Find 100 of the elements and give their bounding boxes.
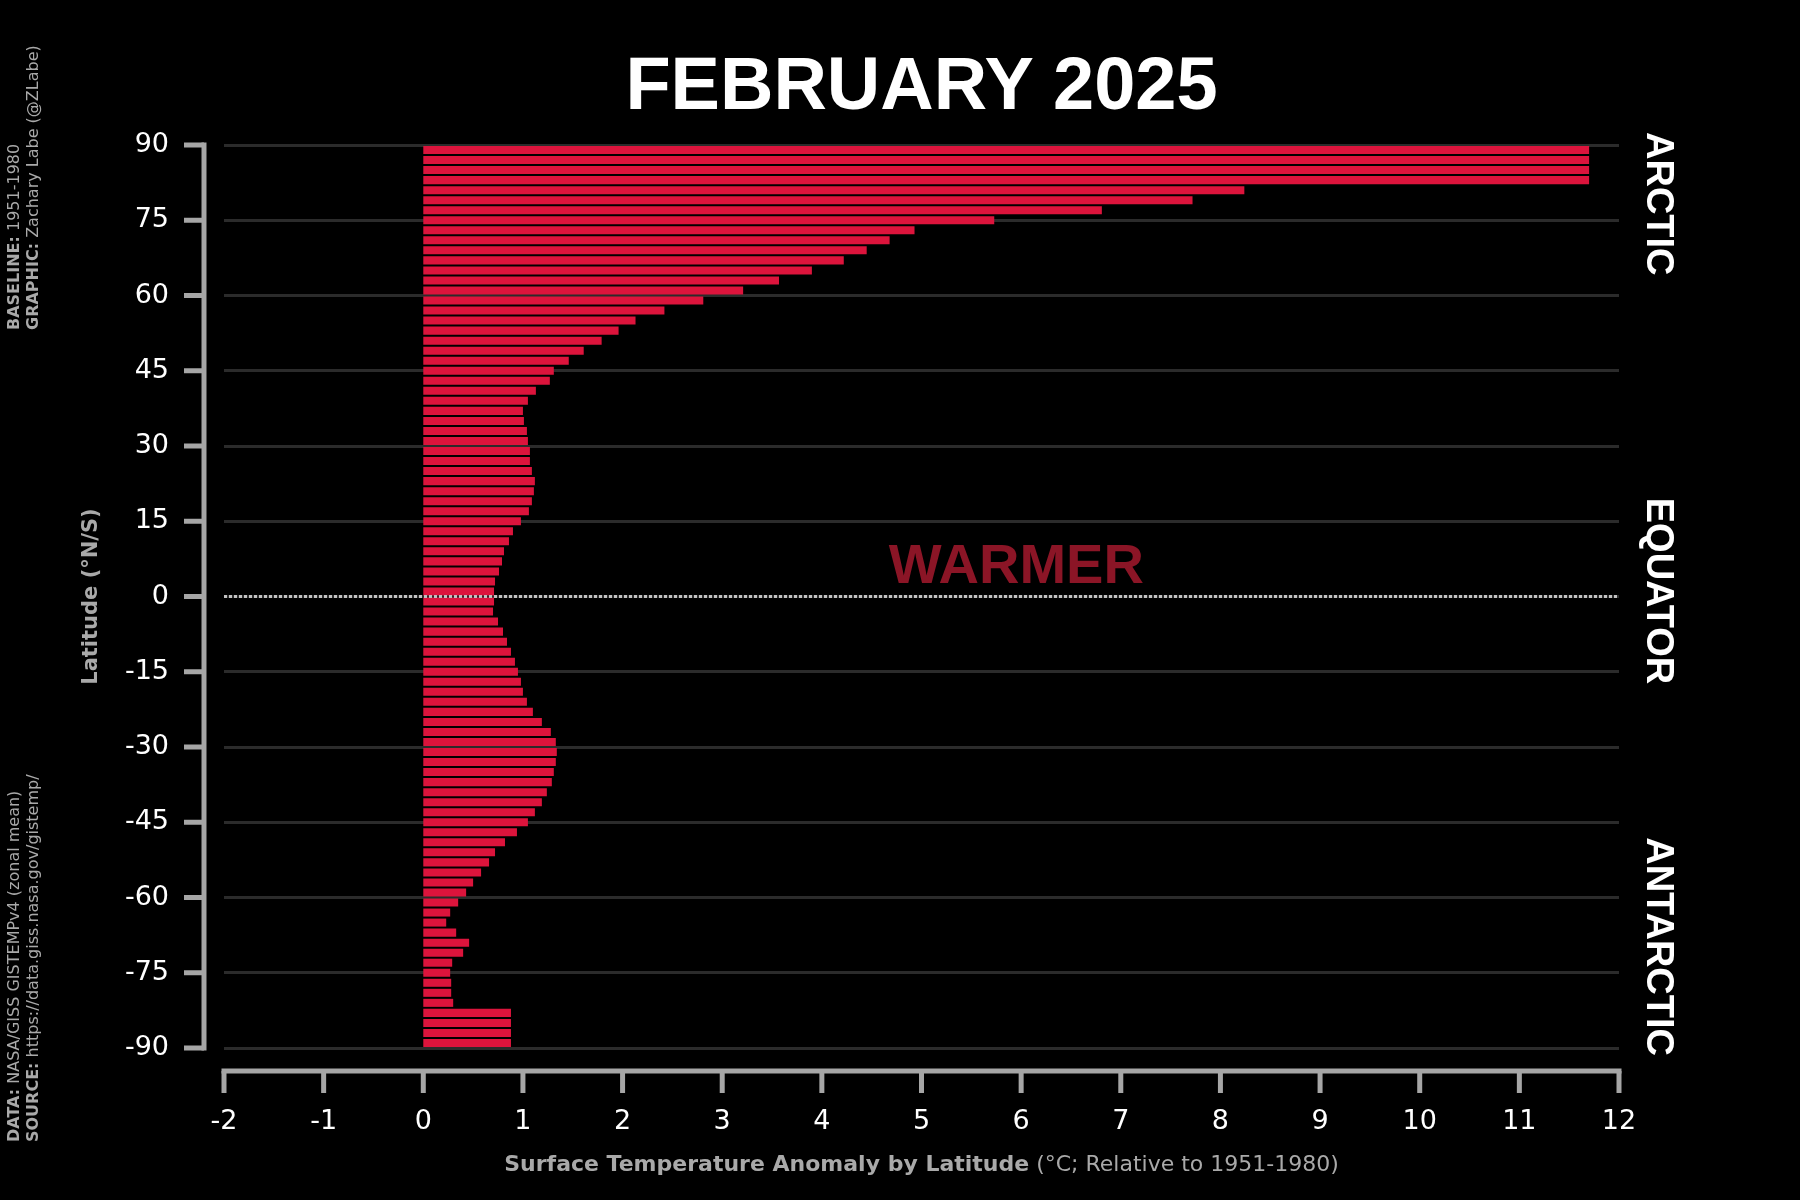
bar	[423, 928, 457, 937]
text: GRAPHIC: Zachary Labe (@ZLabe)	[23, 45, 43, 330]
bar	[423, 356, 569, 365]
x-tick-label: -2	[210, 1104, 238, 1136]
bar	[423, 758, 556, 767]
bar	[423, 868, 482, 877]
y-tick-label: 75	[134, 202, 169, 234]
bar	[423, 346, 584, 355]
y-tick-label: -90	[124, 1030, 169, 1062]
x-tick-label: 10	[1402, 1104, 1437, 1136]
bar	[423, 396, 528, 405]
bar	[423, 878, 474, 887]
bar	[423, 1018, 511, 1027]
bar	[423, 1008, 511, 1017]
bar	[423, 788, 547, 797]
bar	[423, 948, 464, 957]
bar	[423, 146, 1590, 155]
bar	[423, 858, 490, 867]
y-tick-label: 15	[134, 503, 169, 535]
bar	[423, 166, 1590, 175]
bar	[423, 818, 528, 827]
bar	[423, 838, 505, 847]
text: BASELINE: 1951-1980	[4, 143, 24, 330]
bar	[423, 366, 554, 375]
bar	[423, 326, 619, 335]
annotation: WARMER	[888, 532, 1144, 596]
bar	[423, 426, 527, 435]
bar	[423, 416, 524, 425]
x-tick-label: 2	[613, 1104, 632, 1136]
x-tick-label: 4	[813, 1104, 831, 1136]
bar	[423, 186, 1245, 195]
bar	[423, 497, 532, 506]
x-axis-title: Surface Temperature Anomaly by Latitude (°C; Relative to 1951-1980)	[504, 1150, 1339, 1176]
y-tick-label: 90	[134, 127, 169, 159]
bar	[423, 296, 704, 305]
bar	[423, 457, 530, 466]
y-tick-label: -45	[124, 804, 169, 836]
bar	[423, 798, 542, 807]
bar	[423, 848, 496, 857]
bar	[423, 276, 780, 285]
y-tick-label: -75	[124, 954, 169, 986]
bar	[423, 467, 532, 476]
bar	[423, 487, 534, 496]
bar	[423, 206, 1102, 215]
bar	[423, 717, 542, 726]
bar	[423, 918, 447, 927]
x-tick-label: 5	[912, 1104, 931, 1136]
bar	[423, 567, 500, 576]
y-tick-label: -15	[124, 653, 169, 685]
bar	[423, 898, 459, 907]
bar	[423, 226, 915, 235]
bar	[423, 507, 529, 516]
bar	[423, 727, 551, 736]
bar	[423, 998, 454, 1007]
text: ANTARCTIC	[1638, 837, 1681, 1057]
x-tick-label: 3	[713, 1104, 731, 1136]
bar	[423, 687, 523, 696]
bar	[423, 216, 995, 225]
bar	[423, 316, 636, 325]
text: ARCTIC	[1638, 132, 1681, 276]
y-tick-label: -60	[124, 879, 169, 911]
bar	[423, 988, 452, 997]
x-tick-label: 9	[1311, 1104, 1329, 1136]
bar	[423, 447, 530, 456]
bar	[423, 1028, 511, 1037]
bar	[423, 246, 867, 255]
bar	[423, 828, 517, 837]
text: EQUATOR	[1638, 497, 1681, 685]
bar	[423, 306, 665, 315]
bar	[423, 748, 557, 757]
x-tick-label: 1	[514, 1104, 532, 1136]
chart-title: FEBRUARY 2025	[625, 42, 1218, 126]
bar	[423, 958, 453, 967]
bar	[423, 406, 523, 415]
bar	[423, 667, 518, 676]
bar	[423, 286, 744, 295]
y-tick-label: 0	[151, 578, 169, 610]
bar	[423, 768, 554, 777]
bar	[423, 617, 499, 626]
bar	[423, 647, 511, 656]
bar	[423, 517, 521, 526]
bar	[423, 547, 504, 556]
bar	[423, 577, 496, 586]
bar	[423, 657, 515, 666]
bar	[423, 607, 494, 616]
bar	[423, 376, 550, 385]
bar	[423, 978, 452, 987]
bar	[423, 938, 470, 947]
bar	[423, 908, 451, 917]
bar	[423, 597, 495, 606]
x-tick-label: 7	[1112, 1104, 1130, 1136]
bar	[423, 537, 509, 546]
x-tick-label: 8	[1211, 1104, 1230, 1136]
bar	[423, 557, 502, 566]
x-tick-label: -1	[310, 1104, 338, 1136]
bar	[423, 336, 602, 345]
x-tick-label: 6	[1012, 1104, 1030, 1136]
text: DATA: NASA/GISS GISTEMPv4 (zonal mean)	[4, 790, 24, 1142]
bar	[423, 236, 890, 245]
bar	[423, 778, 552, 787]
